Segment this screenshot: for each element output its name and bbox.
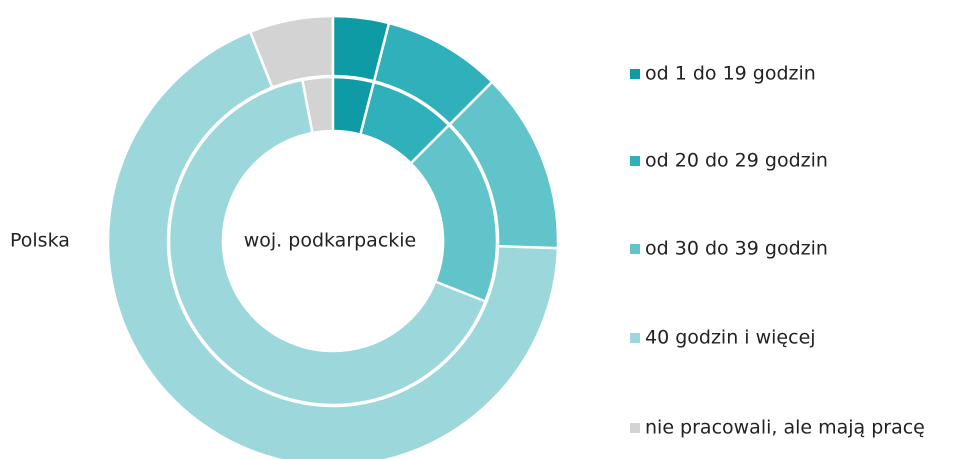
inner-ring-label: woj. podkarpackie xyxy=(244,230,417,252)
legend-swatch xyxy=(630,156,640,166)
legend-swatch xyxy=(630,244,640,254)
legend-label: od 30 do 39 godzin xyxy=(645,238,828,260)
donut-segment xyxy=(331,14,391,83)
legend-label: od 1 do 19 godzin xyxy=(645,63,816,85)
legend-swatch xyxy=(630,423,640,433)
legend-swatch xyxy=(630,333,640,343)
donut-segment xyxy=(447,80,560,250)
donut-segment xyxy=(106,30,560,459)
legend-label: nie pracowali, ale mają pracę xyxy=(645,417,925,439)
outer-ring-label: Polska xyxy=(10,230,70,252)
donut-segment xyxy=(372,21,494,127)
legend-label: od 20 do 29 godzin xyxy=(645,150,828,172)
legend-label: 40 godzin i więcej xyxy=(645,327,816,349)
legend-swatch xyxy=(630,69,640,79)
